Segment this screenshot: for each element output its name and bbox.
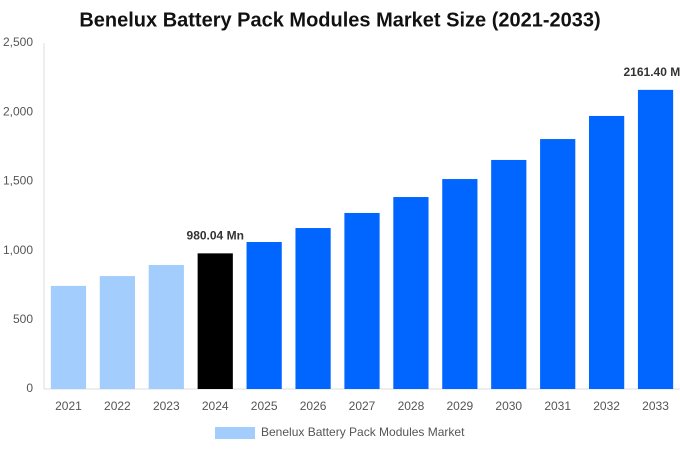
x-tick-label: 2030: [495, 399, 522, 413]
x-tick-label: 2028: [398, 399, 425, 413]
legend-swatch: [215, 427, 255, 439]
y-tick-label: 500: [13, 312, 33, 326]
bar: [589, 115, 625, 389]
x-tick-label: 2026: [300, 399, 327, 413]
bar: [540, 139, 576, 389]
bar: [197, 253, 233, 389]
y-tick-label: 1,000: [3, 243, 33, 257]
x-tick-label: 2029: [446, 399, 473, 413]
chart-title: Benelux Battery Pack Modules Market Size…: [79, 9, 600, 31]
bar: [442, 179, 478, 389]
x-tick-label: 2033: [642, 399, 669, 413]
y-tick-label: 1,500: [3, 174, 33, 188]
y-tick-label: 0: [26, 381, 33, 395]
bar: [295, 228, 331, 389]
x-tick-label: 2031: [544, 399, 571, 413]
bar: [637, 89, 674, 389]
bar: [393, 197, 429, 389]
x-tick-label: 2032: [593, 399, 620, 413]
bar: [246, 242, 282, 389]
bar: [344, 212, 380, 389]
bar: [491, 159, 527, 389]
value-label: 980.04 Mn: [187, 229, 244, 243]
bar: [50, 285, 87, 389]
x-tick-label: 2022: [104, 399, 131, 413]
y-tick-label: 2,000: [3, 104, 33, 118]
value-label: 2161.40 Mn: [624, 65, 680, 79]
bar: [148, 264, 184, 389]
x-tick-label: 2027: [349, 399, 376, 413]
x-tick-label: 2025: [251, 399, 278, 413]
bar: [99, 276, 135, 389]
x-tick-label: 2021: [55, 399, 82, 413]
x-tick-label: 2023: [153, 399, 180, 413]
x-tick-label: 2024: [202, 399, 229, 413]
y-tick-label: 2,500: [3, 35, 33, 49]
legend-label: Benelux Battery Pack Modules Market: [261, 425, 465, 439]
